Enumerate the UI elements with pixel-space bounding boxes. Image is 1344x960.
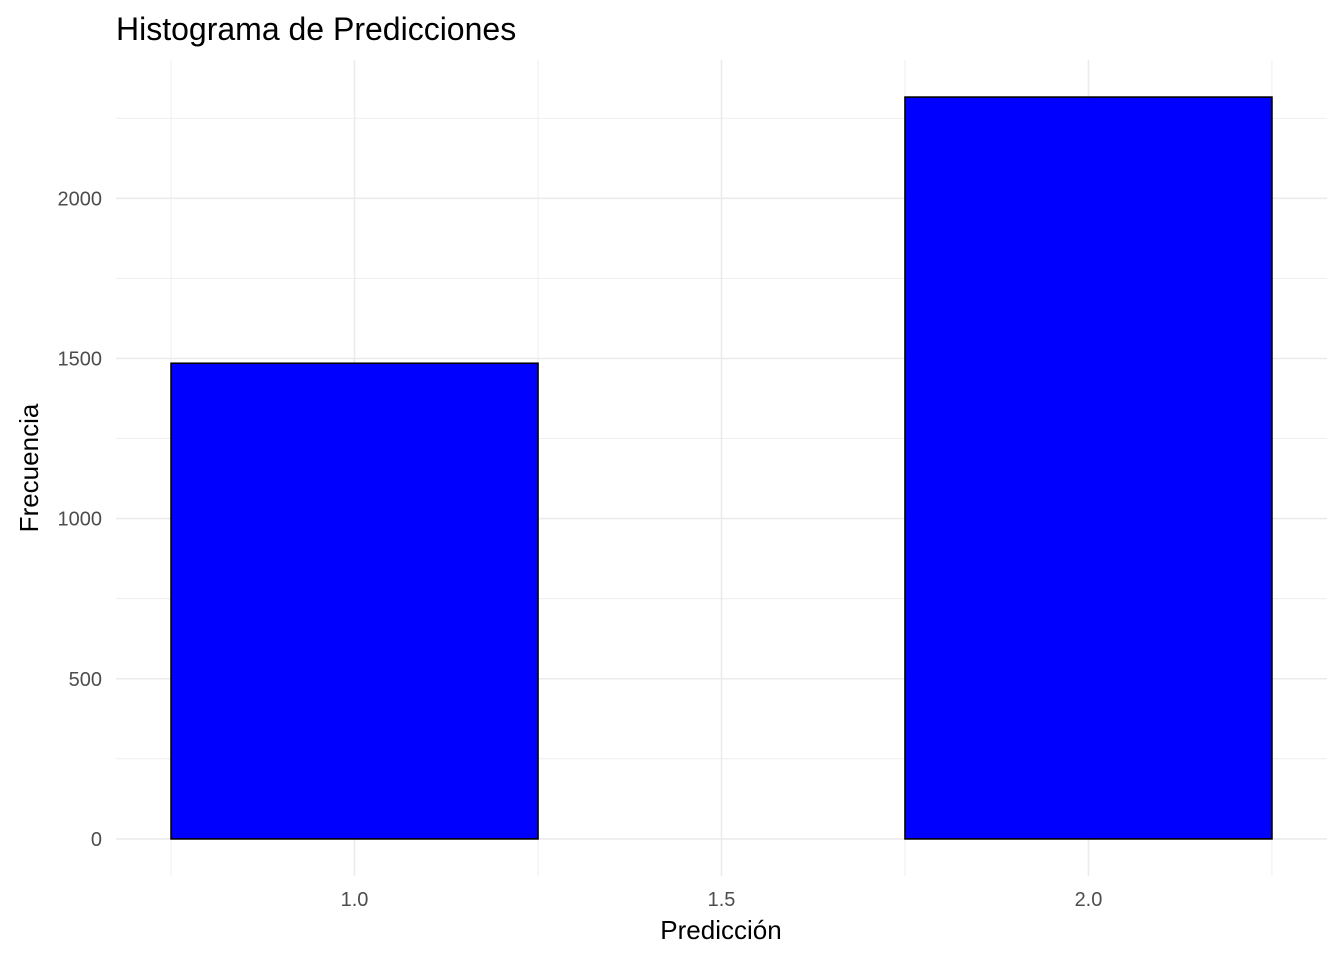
- y-axis-ticks: 0 500 1000 1500 2000: [58, 188, 103, 851]
- y-tick-label: 0: [91, 829, 102, 851]
- x-axis-title: Predicción: [660, 915, 781, 945]
- x-tick-label: 1.5: [708, 889, 736, 911]
- histogram-bar: [904, 96, 1273, 840]
- y-tick-label: 500: [69, 669, 102, 691]
- y-axis-title: Frecuencia: [14, 403, 44, 532]
- y-tick-label: 1000: [58, 509, 103, 531]
- x-tick-label: 1.0: [341, 889, 369, 911]
- chart-title: Histograma de Predicciones: [116, 11, 516, 47]
- y-tick-label: 1500: [58, 348, 103, 370]
- histogram-bar: [170, 362, 539, 840]
- x-tick-label: 2.0: [1075, 889, 1103, 911]
- bars: [170, 96, 1273, 840]
- x-axis-ticks: 1.0 1.5 2.0: [341, 889, 1103, 911]
- y-tick-label: 2000: [58, 188, 103, 210]
